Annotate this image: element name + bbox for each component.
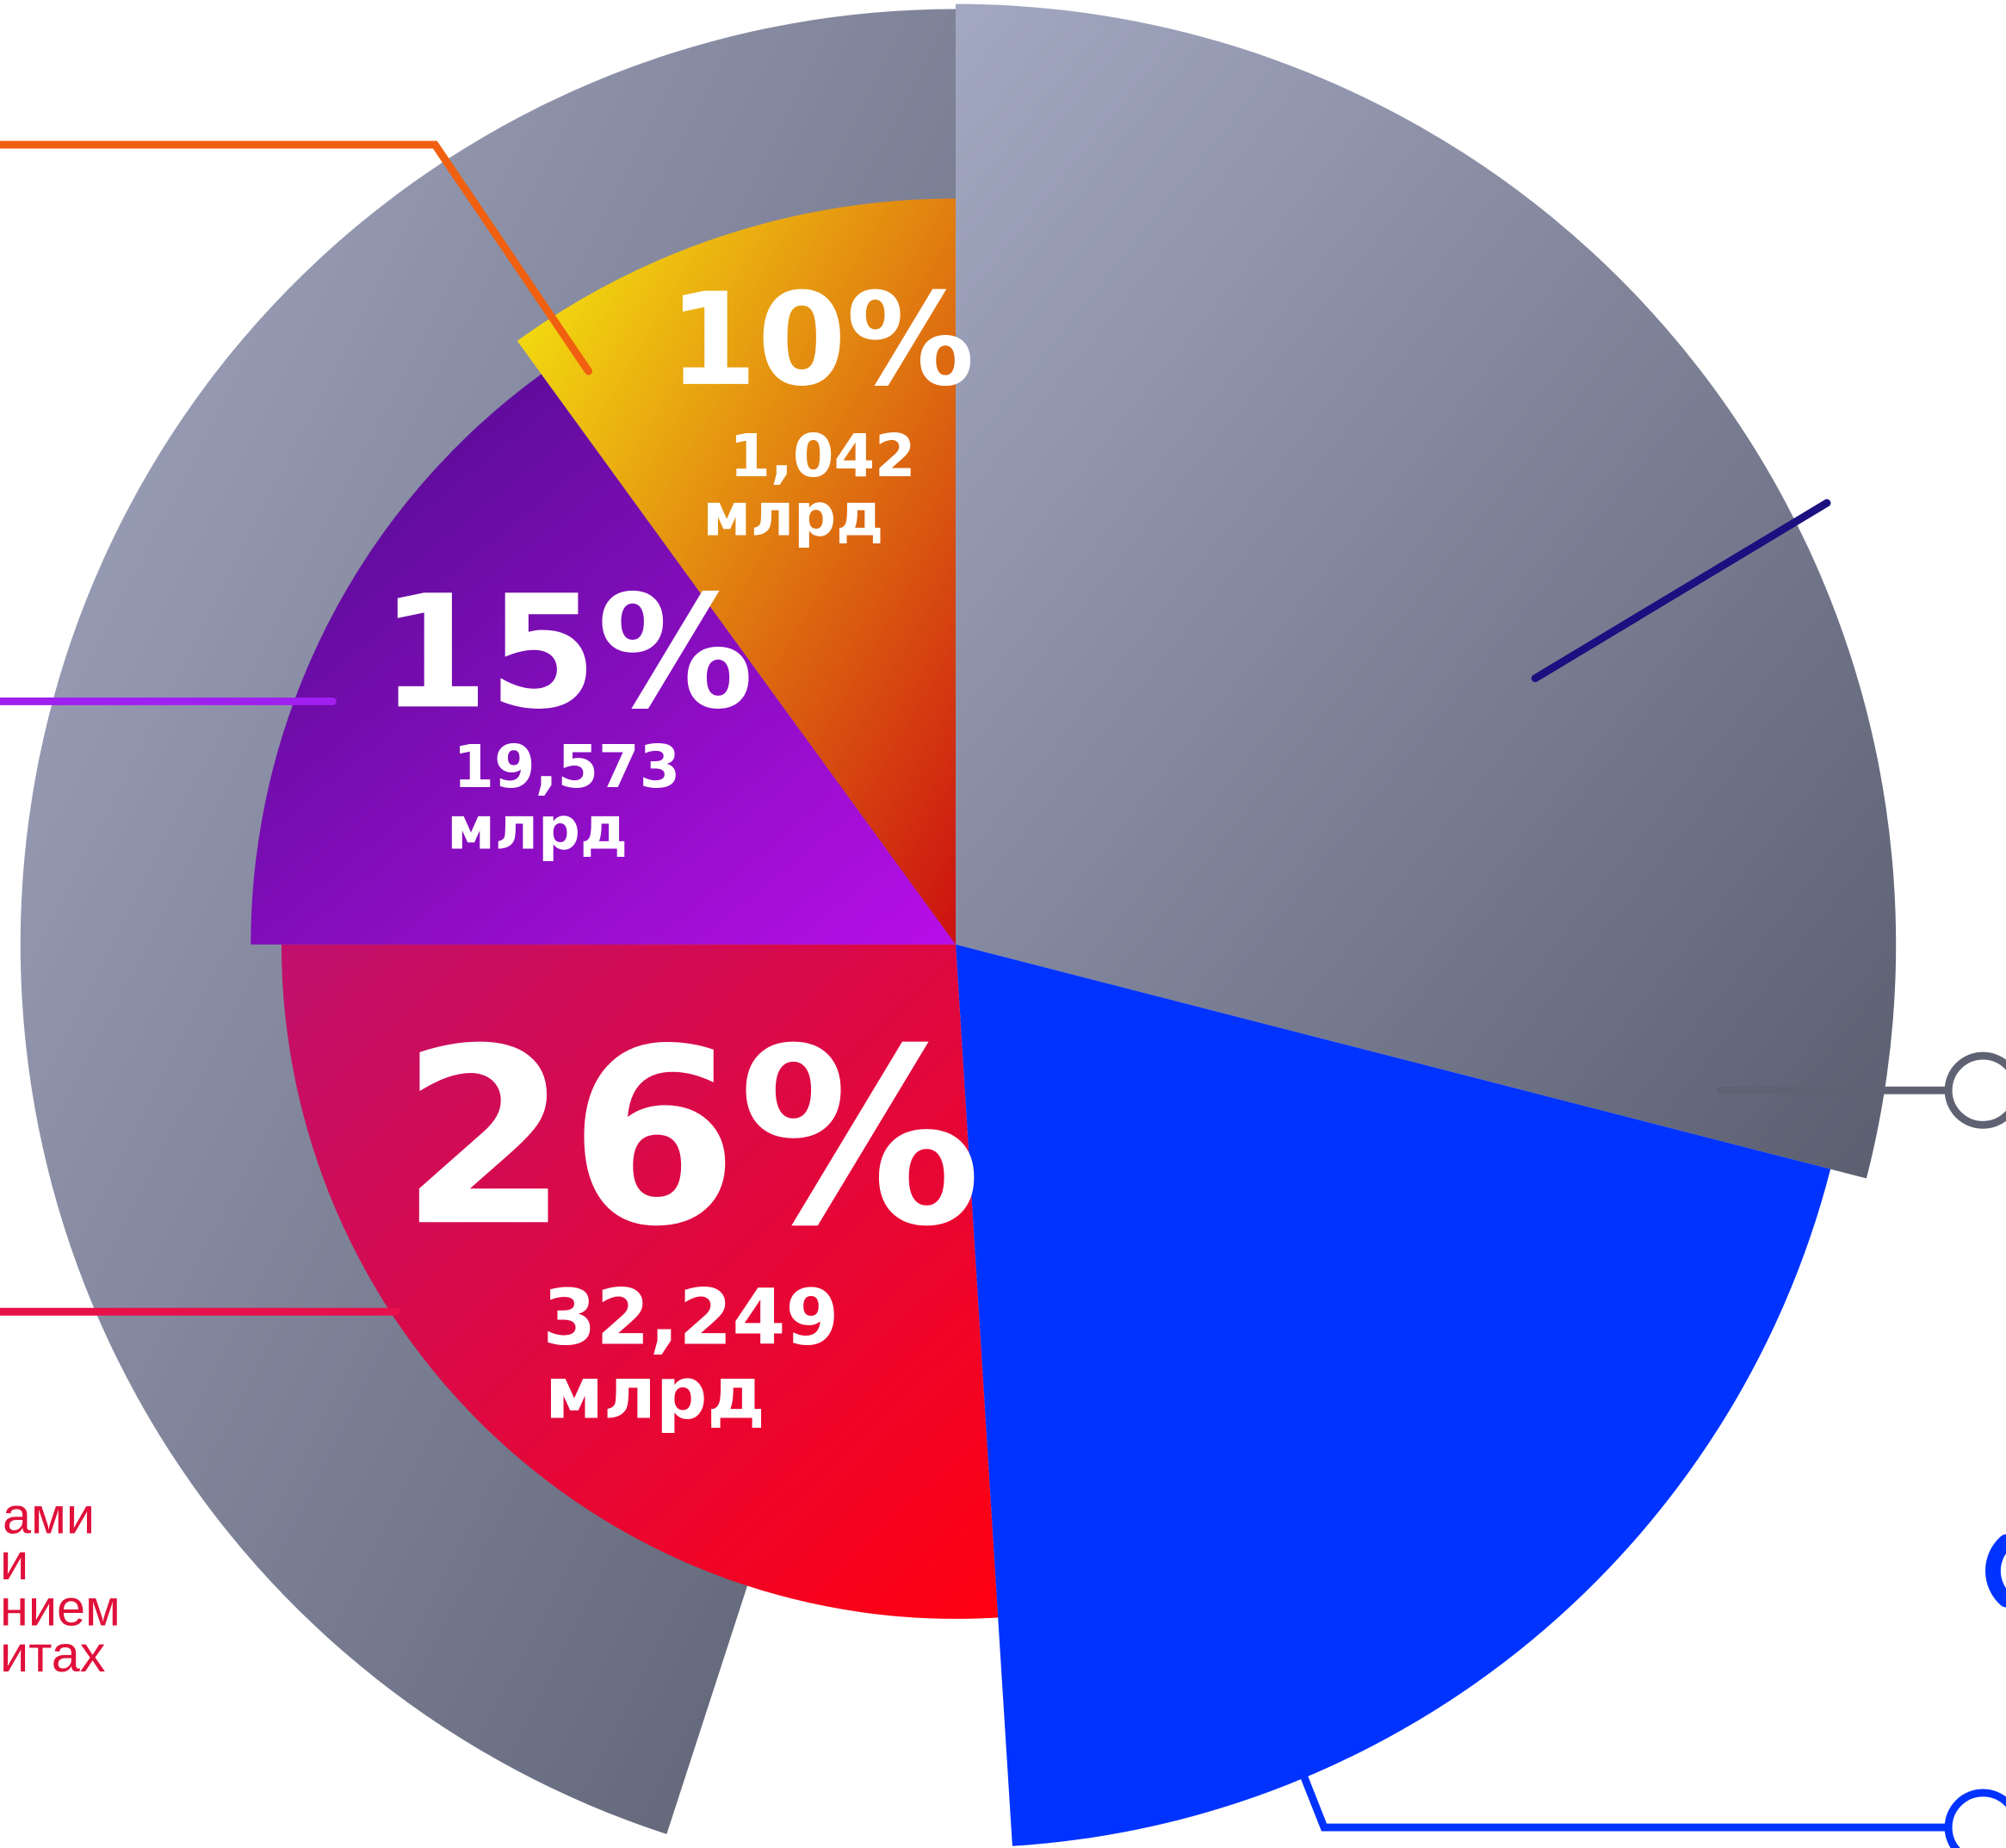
- annotation-line: ами: [3, 1486, 95, 1544]
- slices: [251, 3, 1897, 1846]
- slice: [281, 944, 999, 1619]
- leader-line: [1298, 1768, 1952, 1832]
- amount-label: 19,573: [453, 734, 680, 802]
- value-label: 10%: [668, 266, 975, 415]
- unit-label: млрд: [703, 481, 883, 549]
- value-label: 15%: [380, 561, 753, 743]
- leader-dot: [1944, 1789, 2006, 1848]
- value-label: 26%: [400, 996, 982, 1280]
- unit-label: млрд: [545, 1352, 765, 1436]
- leader-dot: [1944, 1051, 2006, 1129]
- amount-label: 1,042: [729, 423, 915, 491]
- cropped-glyph: [1985, 1534, 2006, 1608]
- annotation-line: нием: [0, 1578, 121, 1636]
- amount-label: 32,249: [542, 1273, 839, 1362]
- leader-lines: [0, 140, 2006, 1848]
- labels: 26%32,249млрд15%19,573млрд10%1,042млрдам…: [0, 266, 981, 1683]
- annotation-line: и: [0, 1533, 28, 1591]
- leader-line: [1531, 499, 1831, 683]
- slice: [956, 3, 1897, 1179]
- slice: [956, 944, 1831, 1846]
- leader-line: [0, 140, 593, 375]
- slice: [251, 374, 957, 945]
- slice: [517, 198, 957, 945]
- unit-label: млрд: [447, 795, 628, 863]
- annotation-line: итах: [0, 1625, 106, 1683]
